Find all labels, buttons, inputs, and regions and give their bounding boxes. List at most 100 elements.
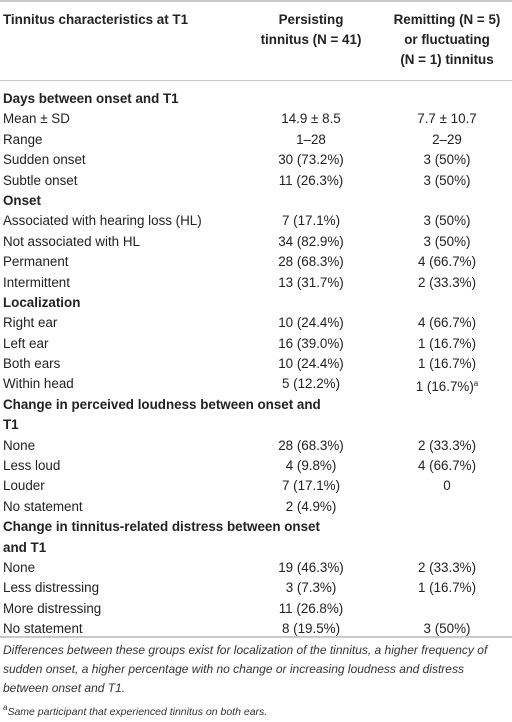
persisting-value: 11 (26.3%)	[278, 172, 344, 188]
persisting-value: 19 (46.3%)	[278, 560, 344, 576]
persisting-value: 1–28	[296, 131, 326, 147]
remitting-value-text: 1 (16.7%)	[415, 379, 474, 395]
remitting-value-text: 1 (16.7%)	[417, 356, 477, 372]
row-label: Within head	[3, 376, 74, 392]
row-label: Range	[3, 131, 43, 147]
row-label: Intermittent	[3, 274, 70, 290]
header-remitting: Remitting (N = 5) or fluctuating (N = 1)…	[382, 10, 512, 70]
persisting-value: 34 (82.9%)	[278, 233, 344, 249]
remitting-value: 3 (50%)	[382, 171, 512, 191]
row-label: No statement	[3, 498, 83, 514]
section-heading: Onset	[3, 192, 41, 208]
header-persisting-line1: Persisting	[278, 12, 344, 27]
remitting-value: 2–29	[382, 130, 512, 150]
table-row: More distressing 11 (26.8%)	[0, 599, 512, 619]
section-heading-row: Onset	[0, 191, 512, 211]
remitting-value-text: 3 (50%)	[423, 621, 471, 637]
remitting-value: 1 (16.7%)	[382, 334, 512, 354]
persisting-value: 13 (31.7%)	[278, 274, 344, 290]
section-heading-row: Localization	[0, 293, 512, 313]
remitting-value-text: 1 (16.7%)	[417, 335, 477, 351]
section-heading: Localization	[3, 294, 81, 310]
remitting-value: 3 (50%)	[382, 619, 512, 639]
remitting-value: 3 (50%)	[382, 232, 512, 252]
remitting-value: 1 (16.7%)	[382, 578, 512, 598]
header-characteristics: Tinnitus characteristics at T1	[3, 12, 189, 27]
remitting-value: 2 (33.3%)	[382, 436, 512, 456]
remitting-value-text: 7.7 ± 10.7	[417, 111, 477, 127]
remitting-value: 1 (16.7%)a	[382, 374, 512, 397]
footnote-a-mark: a	[3, 703, 8, 712]
row-label: Both ears	[3, 356, 61, 372]
table-row: Range 1–28 2–29	[0, 130, 512, 150]
row-label: Mean ± SD	[3, 111, 70, 127]
table-body: Days between onset and T1 Mean ± SD 14.9 ±…	[0, 89, 512, 640]
remitting-value-text: 1 (16.7%)	[417, 580, 477, 596]
header-persisting-line2: tinnitus (N = 41)	[260, 32, 362, 47]
row-label: Not associated with HL	[3, 233, 140, 249]
section-heading-row: Days between onset and T1	[0, 89, 512, 109]
remitting-value: 1 (16.7%)	[382, 354, 512, 374]
header-remitting-line3: (N = 1) tinnitus	[400, 52, 494, 67]
table-row: No statement 2 (4.9%)	[0, 497, 512, 517]
persisting-value: 8 (19.5%)	[281, 621, 341, 637]
persisting-value: 5 (12.2%)	[281, 376, 341, 392]
persisting-value: 2 (4.9%)	[285, 498, 337, 514]
row-label: Sudden onset	[3, 152, 86, 168]
table-row: No statement 8 (19.5%) 3 (50%)	[0, 619, 512, 639]
persisting-value: 28 (68.3%)	[278, 437, 344, 453]
remitting-value-text: 2–29	[432, 131, 462, 147]
row-label: Subtle onset	[3, 172, 78, 188]
table-row: Left ear 16 (39.0%) 1 (16.7%)	[0, 334, 512, 354]
header-remitting-line2: or fluctuating	[404, 32, 490, 47]
table-row: Less loud 4 (9.8%) 4 (66.7%)	[0, 456, 512, 476]
remitting-value-text: 2 (33.3%)	[417, 437, 477, 453]
row-label: None	[3, 560, 36, 576]
remitting-value-text: 4 (66.7%)	[417, 458, 477, 474]
remitting-value: 0	[382, 476, 512, 496]
row-label: Associated with hearing loss (HL)	[3, 213, 202, 229]
remitting-value: 2 (33.3%)	[382, 558, 512, 578]
footnote-marker: a	[473, 379, 479, 389]
table-row: Subtle onset 11 (26.3%) 3 (50%)	[0, 171, 512, 191]
table-row: Sudden onset 30 (73.2%) 3 (50%)	[0, 150, 512, 170]
remitting-value-text: 3 (50%)	[423, 152, 471, 168]
remitting-value-text: 3 (50%)	[423, 213, 471, 229]
table-row: Permanent 28 (68.3%) 4 (66.7%)	[0, 252, 512, 272]
table-row: Associated with hearing loss (HL) 7 (17.1…	[0, 211, 512, 231]
table-row: Both ears 10 (24.4%) 1 (16.7%)	[0, 354, 512, 374]
remitting-value-text: 4 (66.7%)	[417, 315, 477, 331]
table-top-rule	[0, 0, 512, 2]
remitting-value-text: 2 (33.3%)	[417, 274, 477, 290]
persisting-value: 7 (17.1%)	[281, 478, 341, 494]
remitting-value-text: 0	[443, 478, 451, 494]
table-row: Right ear 10 (24.4%) 4 (66.7%)	[0, 313, 512, 333]
section-heading: Change in perceived loudness between ons…	[3, 396, 321, 433]
section-heading: Days between onset and T1	[3, 91, 179, 106]
row-label: Permanent	[3, 254, 69, 270]
remitting-value: 3 (50%)	[382, 211, 512, 231]
remitting-value-text: 3 (50%)	[423, 172, 471, 188]
persisting-value: 7 (17.1%)	[281, 213, 341, 229]
remitting-value-text: 4 (66.7%)	[417, 254, 477, 270]
footnote-a-text: Same participant that experienced tinnit…	[7, 706, 268, 718]
remitting-value-text: 3 (50%)	[423, 233, 471, 249]
remitting-value: 4 (66.7%)	[382, 456, 512, 476]
table-footnote-a: aSame participant that experienced tinni…	[3, 698, 508, 722]
header-rule	[0, 80, 512, 81]
persisting-value: 10 (24.4%)	[278, 315, 344, 331]
persisting-value: 4 (9.8%)	[285, 458, 337, 474]
persisting-value: 11 (26.8%)	[278, 600, 344, 616]
section-heading-row: Change in tinnitus-related distress betw…	[0, 517, 512, 558]
header-remitting-line1: Remitting (N = 5)	[393, 12, 501, 27]
row-label: Less distressing	[3, 580, 100, 596]
remitting-value: 7.7 ± 10.7	[382, 109, 512, 129]
table-row: Intermittent 13 (31.7%) 2 (33.3%)	[0, 273, 512, 293]
persisting-value: 3 (7.3%)	[285, 580, 337, 596]
persisting-value: 30 (73.2%)	[278, 152, 344, 168]
persisting-value: 14.9 ± 8.5	[281, 111, 341, 127]
table-row: Within head 5 (12.2%) 1 (16.7%)a	[0, 374, 512, 394]
table-row: Not associated with HL 34 (82.9%) 3 (50%)	[0, 232, 512, 252]
table-footnote: Differences between these groups exist f…	[3, 643, 488, 695]
table-row: Mean ± SD 14.9 ± 8.5 7.7 ± 10.7	[0, 109, 512, 129]
